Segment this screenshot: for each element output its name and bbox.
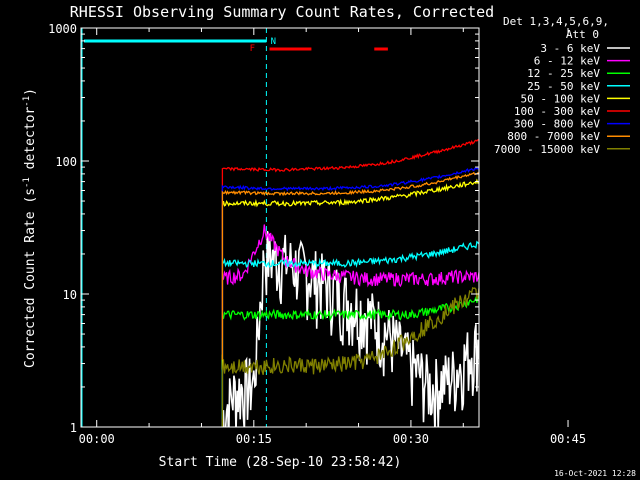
series-line-2 bbox=[221, 293, 479, 427]
flare-marker-label: F bbox=[250, 44, 255, 54]
legend-header-attenuator: Att 0 bbox=[566, 28, 599, 41]
legend-entry-label: 3 - 6 keV bbox=[540, 42, 600, 55]
legend-entry-label: 300 - 800 keV bbox=[514, 118, 600, 131]
series-line-5 bbox=[221, 139, 479, 339]
y-tick-label: 100 bbox=[55, 155, 77, 169]
x-axis-label: Start Time (28-Sep-10 23:58:42) bbox=[159, 455, 402, 470]
series-line-7 bbox=[221, 171, 479, 360]
y-tick-label: 1000 bbox=[48, 22, 77, 36]
series-line-8 bbox=[221, 287, 479, 427]
legend-entry-label: 6 - 12 keV bbox=[534, 55, 601, 68]
series-line-0 bbox=[221, 230, 479, 427]
series-line-1 bbox=[221, 224, 479, 427]
y-axis-label-close: ) bbox=[23, 88, 38, 96]
x-tick-label: 00:00 bbox=[79, 432, 115, 446]
y-tick-label: 10 bbox=[63, 288, 77, 302]
y-tick-label: 1 bbox=[70, 421, 77, 435]
x-tick-label: 00:45 bbox=[550, 432, 586, 446]
orbit-marker-layer: FN bbox=[81, 28, 388, 427]
legend-entry-label: 800 - 7000 keV bbox=[507, 130, 600, 143]
series-layer bbox=[221, 139, 479, 427]
y-axis: 1 10 100 1000 bbox=[48, 22, 479, 435]
series-line-6 bbox=[221, 167, 479, 355]
chart-title: RHESSI Observing Summary Count Rates, Co… bbox=[70, 3, 494, 21]
series-line-3 bbox=[221, 240, 479, 419]
legend-entry-label: 25 - 50 keV bbox=[527, 80, 600, 93]
y-axis-label-mid: detector bbox=[23, 107, 38, 178]
y-axis-label: Corrected Count Rate (s-1 detector-1) bbox=[22, 88, 38, 368]
legend-entry-label: 7000 - 15000 keV bbox=[494, 143, 600, 156]
y-axis-label-main: Corrected Count Rate (s bbox=[23, 188, 38, 368]
series-line-4 bbox=[221, 178, 479, 370]
legend-entry-label: 12 - 25 keV bbox=[527, 67, 600, 80]
x-tick-label: 00:30 bbox=[393, 432, 429, 446]
x-tick-label: 00:15 bbox=[236, 432, 272, 446]
plot-frame bbox=[80, 27, 480, 428]
night-marker-label: N bbox=[271, 37, 276, 47]
footer-timestamp: 16-Oct-2021 12:28 bbox=[554, 469, 636, 478]
y-axis-label-exp1: -1 bbox=[22, 177, 32, 188]
legend-entry-label: 100 - 300 keV bbox=[514, 105, 600, 118]
legend-entry-label: 50 - 100 keV bbox=[521, 92, 601, 105]
legend-header-detectors: Det 1,3,4,5,6,9, bbox=[503, 15, 609, 28]
y-axis-label-exp2: -1 bbox=[22, 96, 32, 107]
